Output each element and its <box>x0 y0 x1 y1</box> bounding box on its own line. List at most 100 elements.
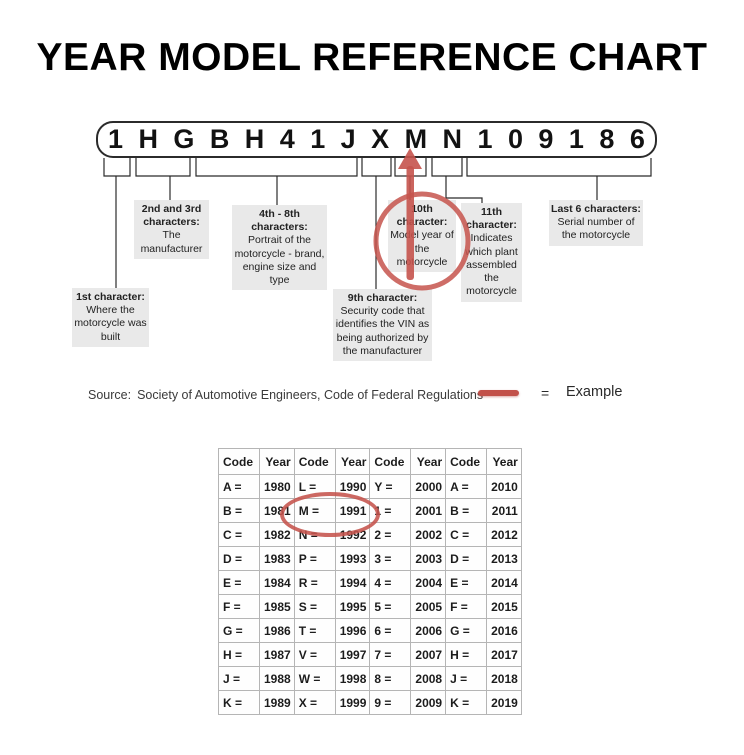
table-cell: 1987 <box>259 642 295 667</box>
table-cell: K = <box>218 690 260 715</box>
vin-character: H <box>138 124 158 154</box>
table-cell: 1986 <box>259 618 295 643</box>
table-row: F = 1985 S = 1995 5 = 2005 F = 2015 <box>218 594 522 619</box>
table-cell: R = <box>293 570 336 595</box>
table-cell: W = <box>293 666 336 691</box>
year-table-head: Code Year Code Year Code Year Code Year <box>218 448 522 475</box>
callout-1st-character: 1st character: Where the motorcycle was … <box>72 288 149 347</box>
callout-heading: 10th character: <box>396 203 448 229</box>
vin-character: B <box>209 124 230 154</box>
callout-10th-character: 10th character: Model year of the motorc… <box>388 200 456 273</box>
table-cell: 2013 <box>486 546 522 571</box>
source-note: Source: Society of Automotive Engineers, … <box>88 388 483 402</box>
table-cell: B = <box>218 498 260 523</box>
table-cell: G = <box>218 618 260 643</box>
table-cell: 6 = <box>369 618 412 643</box>
table-cell: 1994 <box>334 570 371 595</box>
table-cell: 2006 <box>410 618 447 643</box>
table-row: E = 1984 R = 1994 4 = 2004 E = 2014 <box>218 570 522 595</box>
table-cell: J = <box>218 666 260 691</box>
callout-heading: 9th character: <box>347 292 418 304</box>
table-row: G = 1986 T = 1996 6 = 2006 G = 2016 <box>218 618 522 643</box>
table-cell: 4 = <box>369 570 412 595</box>
table-row: C = 1982 N = 1992 2 = 2002 C = 2012 <box>218 522 522 547</box>
year-code-table: Code Year Code Year Code Year Code Year A = 1980… <box>218 448 522 715</box>
table-cell: 1988 <box>259 666 295 691</box>
vin-character: 1 <box>310 124 326 154</box>
table-cell: 2019 <box>486 690 522 715</box>
vin-character: X <box>371 124 390 154</box>
table-cell: E = <box>445 570 488 595</box>
bracket-4th-8th <box>195 158 358 177</box>
table-cell: 2010 <box>486 474 522 499</box>
table-header-cell: Code <box>369 448 412 475</box>
table-cell: C = <box>445 522 488 547</box>
table-cell: 1989 <box>259 690 295 715</box>
vin-character: G <box>173 124 195 154</box>
table-cell: H = <box>218 642 260 667</box>
callout-body: Where the motorcycle was built <box>74 304 147 343</box>
vin-character: 8 <box>599 124 615 154</box>
table-cell: 2017 <box>486 642 522 667</box>
table-row: K = 1989 X = 1999 9 = 2009 K = 2019 <box>218 690 522 715</box>
table-cell: 1999 <box>334 690 371 715</box>
stem-11th <box>445 176 483 203</box>
vin-character: 9 <box>538 124 554 154</box>
table-cell: B = <box>445 498 488 523</box>
table-cell: 1996 <box>334 618 371 643</box>
table-cell: 1997 <box>334 642 371 667</box>
table-cell: V = <box>293 642 336 667</box>
table-cell: 2003 <box>410 546 447 571</box>
table-cell: 2009 <box>410 690 447 715</box>
table-cell: 2015 <box>486 594 522 619</box>
callout-body: The manufacturer <box>140 229 203 255</box>
table-cell: 1980 <box>259 474 295 499</box>
callout-body: Serial number of the motorcycle <box>557 216 635 242</box>
callout-2nd-3rd-characters: 2nd and 3rd characters: The manufacturer <box>134 200 209 259</box>
vin-character: 6 <box>629 124 645 154</box>
table-cell: 2004 <box>410 570 447 595</box>
vin-character: 0 <box>507 124 523 154</box>
table-cell: 1995 <box>334 594 371 619</box>
table-cell: 1993 <box>334 546 371 571</box>
bracket-2nd-3rd <box>135 158 191 177</box>
callout-heading: Last 6 characters: <box>551 203 641 215</box>
table-cell: S = <box>293 594 336 619</box>
page-title: YEAR MODEL REFERENCE CHART <box>36 36 708 79</box>
callout-heading: 2nd and 3rd characters: <box>141 203 202 229</box>
callout-11th-character: 11th character: Indicates which plant as… <box>461 203 522 302</box>
table-row: J = 1988 W = 1998 8 = 2008 J = 2018 <box>218 666 522 691</box>
example-line-swatch <box>478 390 519 396</box>
table-cell: 1998 <box>334 666 371 691</box>
table-cell: 7 = <box>369 642 412 667</box>
table-cell: G = <box>445 618 488 643</box>
table-header-cell: Year <box>334 448 371 475</box>
table-cell: D = <box>445 546 488 571</box>
callout-heading: 11th character: <box>466 206 517 232</box>
table-cell: 2007 <box>410 642 447 667</box>
table-cell: 2 = <box>369 522 412 547</box>
table-cell: 2008 <box>410 666 447 691</box>
callout-4th-8th-characters: 4th - 8th characters: Portrait of the mo… <box>232 205 327 291</box>
table-cell: 1985 <box>259 594 295 619</box>
vin-character: 4 <box>279 124 295 154</box>
bracket-1st <box>103 158 131 177</box>
vin-character: 1 <box>568 124 584 154</box>
table-cell: F = <box>445 594 488 619</box>
table-header-cell: Year <box>486 448 522 475</box>
table-cell: F = <box>218 594 260 619</box>
table-cell: 2016 <box>486 618 522 643</box>
table-cell: H = <box>445 642 488 667</box>
callout-last-6-characters: Last 6 characters: Serial number of the … <box>549 200 643 246</box>
table-cell: 2001 <box>410 498 447 523</box>
table-cell: 9 = <box>369 690 412 715</box>
callout-body: Model year of the motorcycle <box>390 229 454 268</box>
table-cell: E = <box>218 570 260 595</box>
table-cell: J = <box>445 666 488 691</box>
example-label: Example <box>566 384 623 400</box>
table-cell: T = <box>293 618 336 643</box>
table-cell: 1984 <box>259 570 295 595</box>
year-table-body: A = 1980 L = 1990 Y = 2000 A = 2010 B = 1981 M = 19… <box>218 474 522 715</box>
bracket-last-6 <box>466 158 652 177</box>
equals-sign: = <box>541 385 550 401</box>
